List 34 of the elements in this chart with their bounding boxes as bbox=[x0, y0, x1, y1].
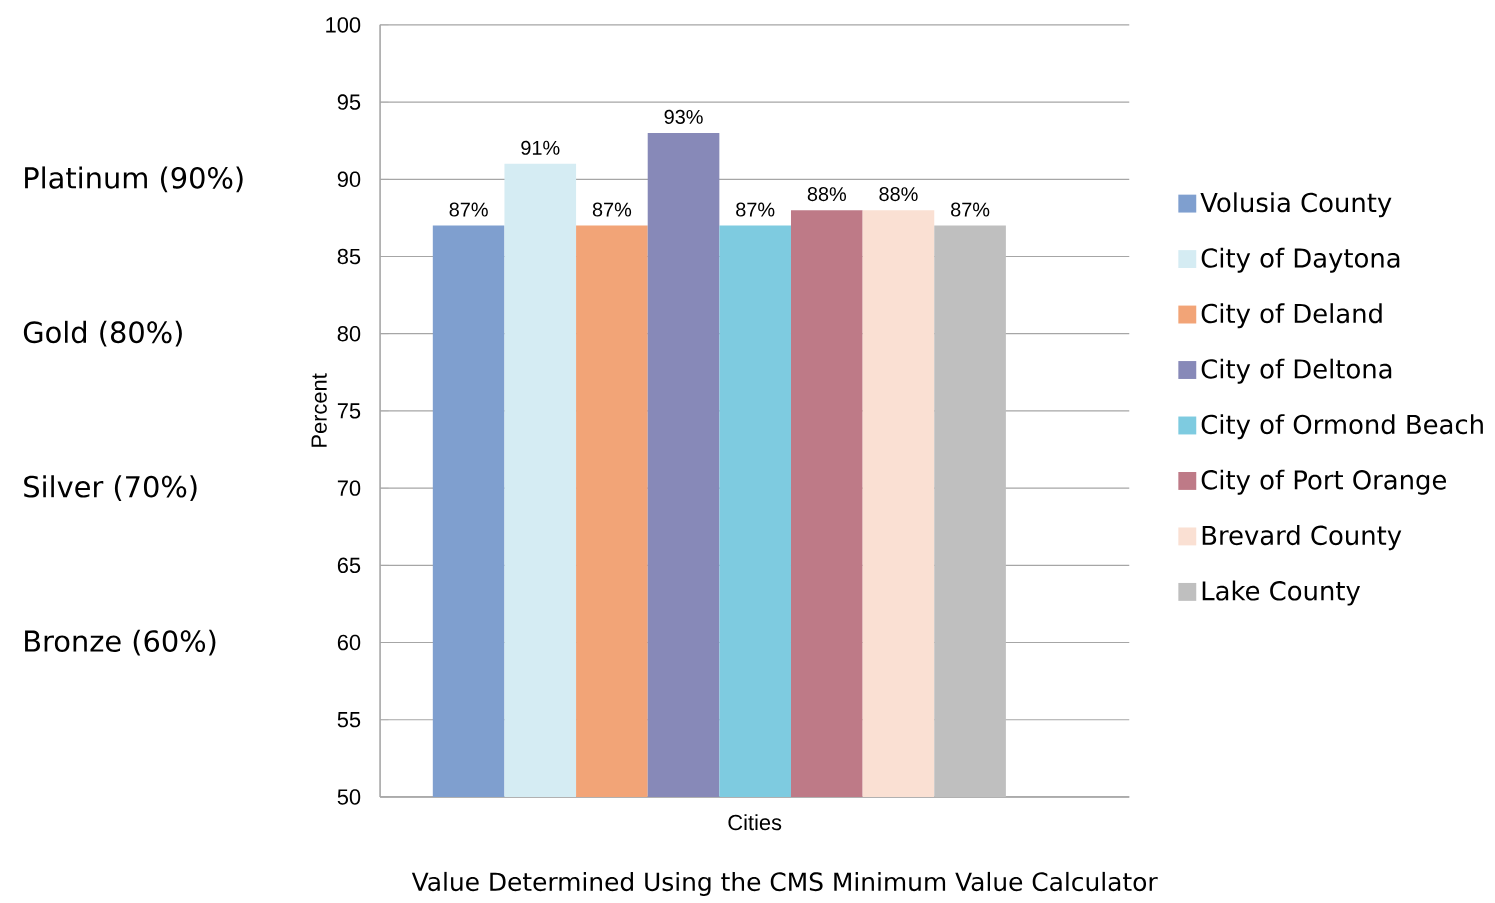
y-tick-label: 75 bbox=[337, 403, 361, 419]
data-label: 88% bbox=[807, 187, 847, 202]
data-label: 87% bbox=[592, 202, 632, 217]
y-tick-label: 50 bbox=[337, 789, 361, 805]
legend-label: Volusia County bbox=[1200, 192, 1392, 218]
legend-label: City of Port Orange bbox=[1201, 469, 1447, 495]
data-label: 87% bbox=[951, 202, 990, 217]
legend-label: City of Deltona bbox=[1201, 358, 1392, 384]
y-tick-label: 90 bbox=[337, 171, 361, 188]
text: Gold (80%) bbox=[23, 321, 182, 347]
y-axis-title: Percent bbox=[311, 373, 327, 447]
legend-label: Lake County bbox=[1202, 580, 1361, 606]
legend-label: City of Deland bbox=[1201, 303, 1382, 329]
legend-label: Brevard County bbox=[1202, 525, 1402, 551]
y-tick-label: 85 bbox=[337, 248, 361, 265]
text: Platinum (90%) bbox=[25, 166, 243, 193]
y-tick-label: 60 bbox=[337, 634, 361, 651]
text: Bronze (60%) bbox=[25, 629, 216, 656]
text: Silver (70%) bbox=[24, 475, 197, 502]
data-label: 91% bbox=[521, 140, 560, 156]
y-tick-label: 65 bbox=[337, 557, 361, 574]
y-tick-label: 100 bbox=[326, 17, 361, 33]
y-tick-label: 70 bbox=[337, 480, 361, 497]
y-tick-label: 55 bbox=[337, 712, 361, 728]
legend-label: City of Ormond Beach bbox=[1201, 414, 1483, 440]
data-label: 87% bbox=[736, 202, 775, 217]
text: Value Determined Using the CMS Minimum Value Calculator bbox=[411, 872, 1158, 897]
y-tick-label: 80 bbox=[337, 326, 361, 342]
data-label: 93% bbox=[664, 110, 703, 125]
legend-label: City of Daytona bbox=[1201, 247, 1400, 273]
x-axis-title: Cities bbox=[728, 814, 782, 831]
data-label: 87% bbox=[449, 202, 488, 217]
y-tick-label: 95 bbox=[337, 94, 361, 111]
data-label: 88% bbox=[879, 187, 918, 202]
